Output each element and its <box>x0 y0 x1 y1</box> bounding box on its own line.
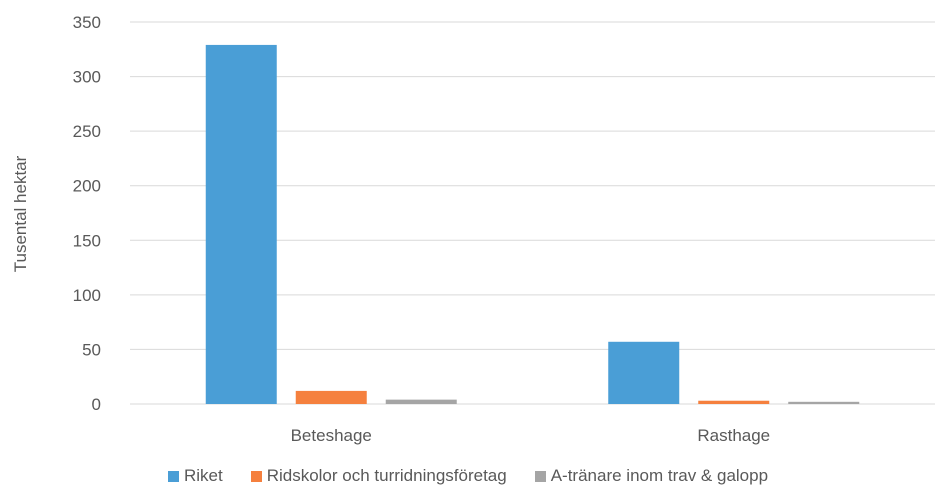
bar-beteshage-series-2 <box>385 399 457 404</box>
bar-rasthage-series-1 <box>698 400 770 404</box>
y-tick-label: 350 <box>73 13 101 32</box>
bar-rasthage-series-2 <box>788 401 860 404</box>
legend-label: Ridskolor och turridningsföretag <box>266 466 507 485</box>
y-tick-labels: 0 50 100 150 200 250 300 350 <box>73 13 101 414</box>
bar-rasthage-series-0 <box>608 341 680 404</box>
x-tick-labels: Beteshage Rasthage <box>291 426 771 445</box>
y-tick-label: 100 <box>73 286 101 305</box>
x-tick-label: Rasthage <box>697 426 770 445</box>
y-axis-label: Tusental hektar <box>11 155 30 272</box>
bars <box>205 44 860 405</box>
legend-label: Riket <box>183 466 223 485</box>
legend-item: A-tränare inom trav & galopp <box>534 466 769 486</box>
y-tick-label: 250 <box>73 122 101 141</box>
bar-beteshage-series-1 <box>295 390 367 404</box>
bar-beteshage-series-0 <box>205 44 277 405</box>
y-tick-label: 200 <box>73 177 101 196</box>
y-tick-label: 300 <box>73 68 101 87</box>
legend-label: A-tränare inom trav & galopp <box>550 466 769 485</box>
legend-swatch <box>534 470 546 482</box>
y-tick-label: 150 <box>73 231 101 250</box>
y-tick-label: 0 <box>92 395 101 414</box>
legend-item: Ridskolor och turridningsföretag <box>250 466 507 486</box>
legend-swatch <box>250 470 262 482</box>
legend-swatch <box>167 470 179 482</box>
legend-item: Riket <box>167 466 223 486</box>
legend: Riket Ridskolor och turridningsföretag A-t… <box>0 466 936 486</box>
x-tick-label: Beteshage <box>291 426 372 445</box>
y-tick-label: 50 <box>82 340 101 359</box>
